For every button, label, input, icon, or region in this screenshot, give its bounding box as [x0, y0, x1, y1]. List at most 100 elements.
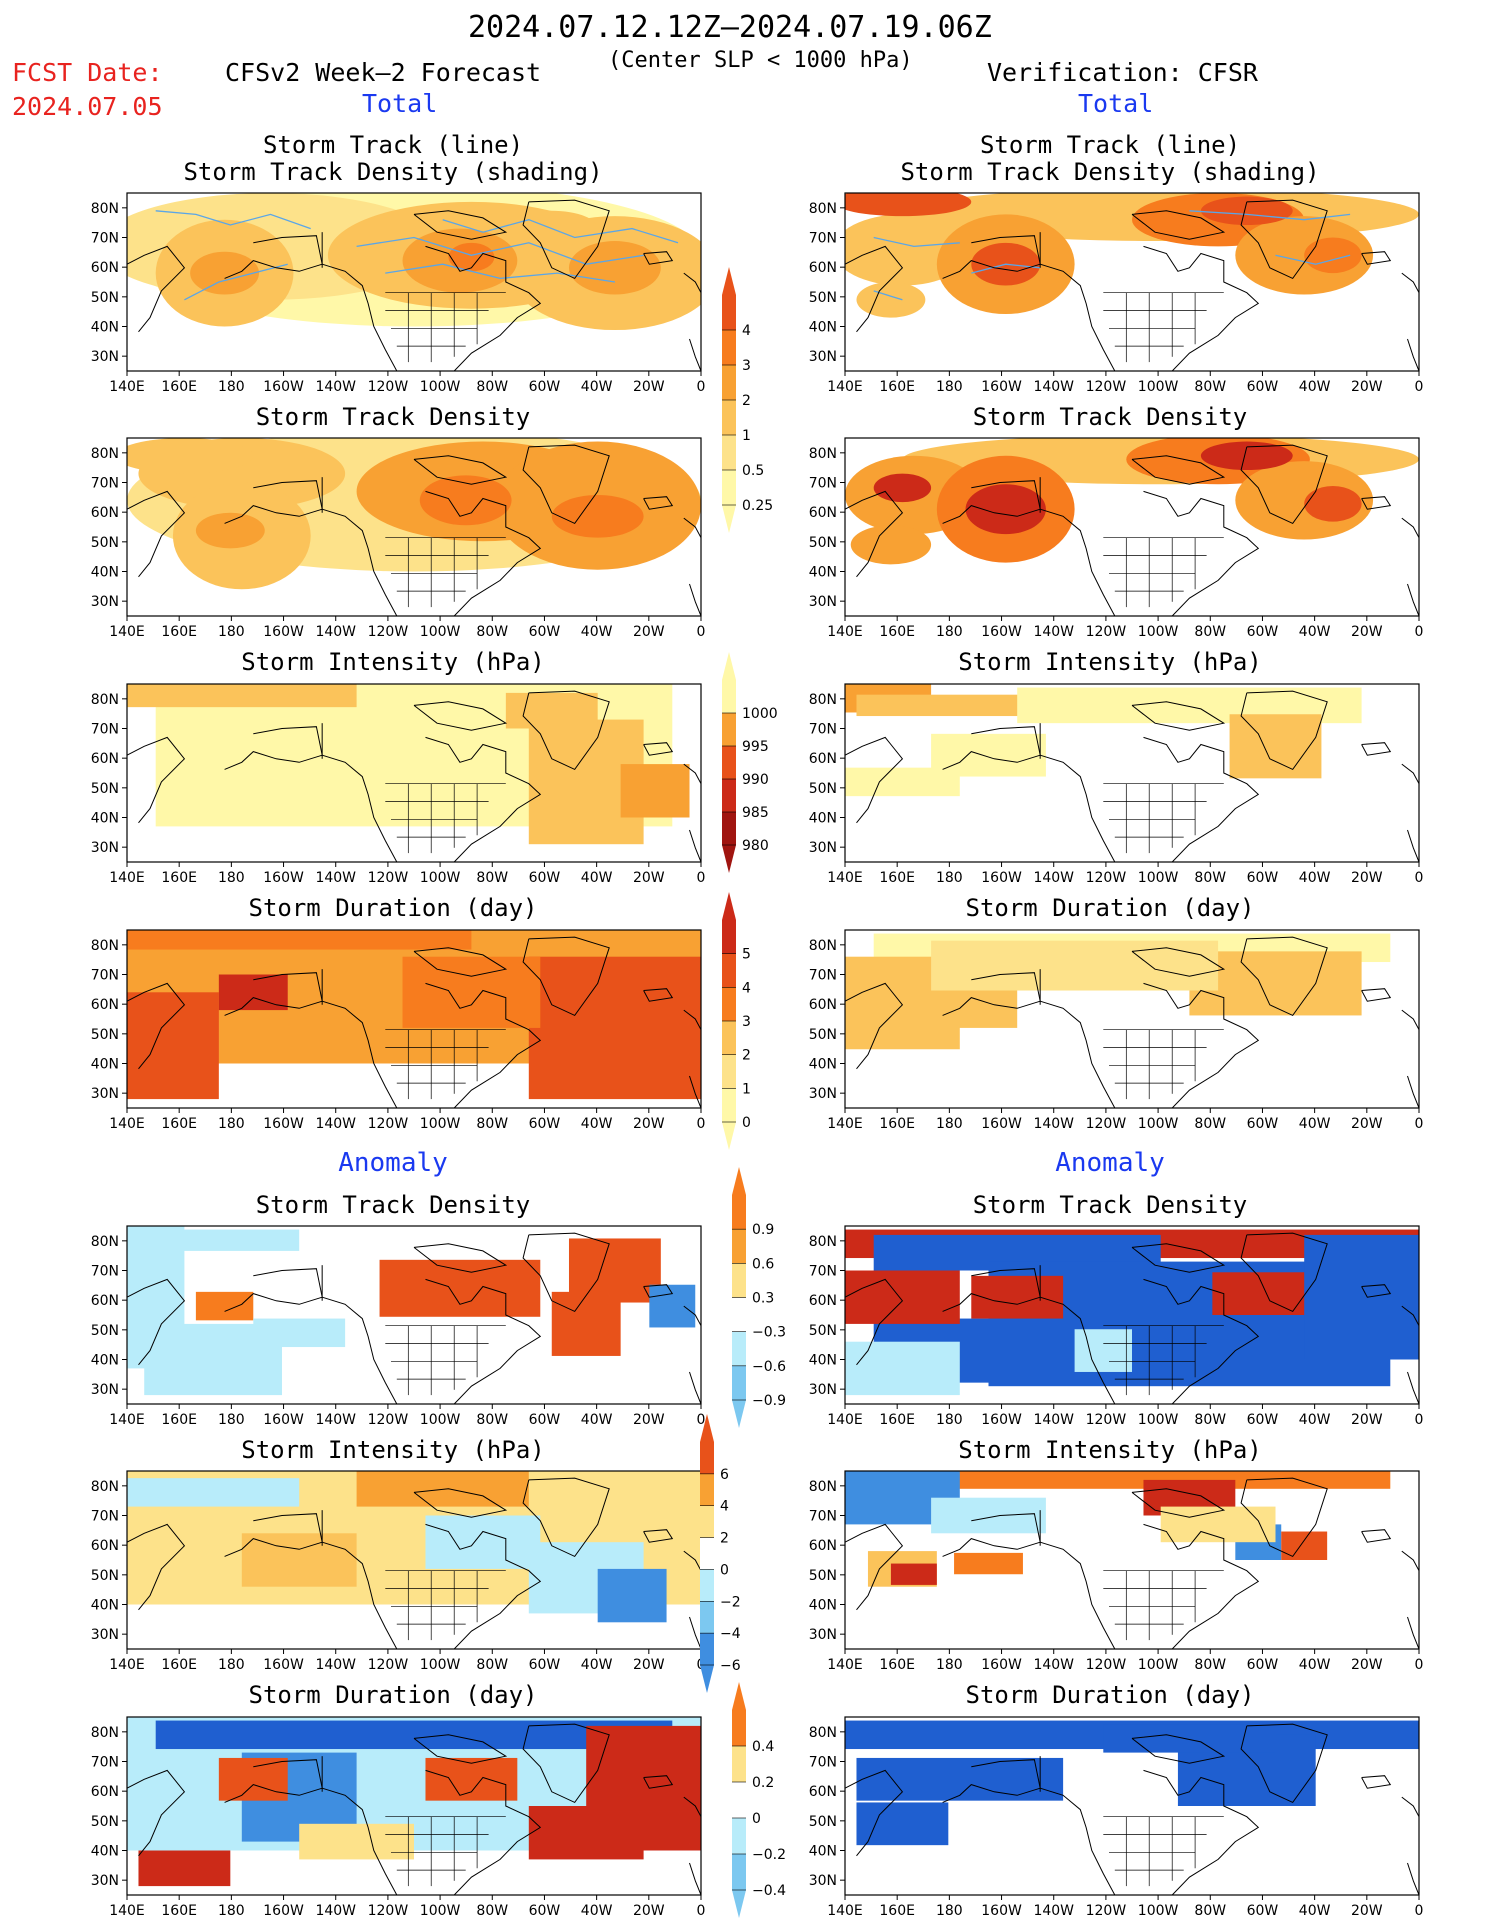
colorbar-segment — [722, 987, 736, 1021]
lat-label: 70N — [809, 231, 837, 247]
verification-total-label: Total — [1078, 89, 1154, 118]
coastline — [522, 444, 610, 525]
coastline — [1361, 742, 1392, 756]
lon-label: 20W — [1351, 870, 1383, 886]
coastline — [322, 508, 398, 616]
colorbar-label: 1 — [742, 1081, 751, 1097]
coastline — [1040, 263, 1116, 371]
lon-label: 140E — [109, 624, 145, 640]
coastline — [322, 754, 398, 862]
coastline — [1401, 272, 1419, 293]
colorbar-cap — [732, 1890, 746, 1918]
coastline — [1143, 736, 1260, 862]
map-frame — [126, 192, 702, 372]
colorbar-label: 2 — [742, 1048, 751, 1064]
colorbar-cap — [722, 845, 736, 873]
lon-label: 60W — [1247, 1657, 1279, 1673]
coastline — [322, 1787, 398, 1895]
lat-label: 80N — [809, 1234, 837, 1250]
coastline — [689, 338, 701, 371]
coastline — [1407, 829, 1419, 862]
lat-label: 70N — [91, 231, 119, 247]
forecast-title: CFSv2 Week–2 Forecast — [225, 58, 542, 87]
lat-label: 60N — [91, 997, 119, 1013]
lon-label: 180 — [218, 1657, 245, 1673]
coastline — [689, 1075, 701, 1108]
colorbar-label: 1000 — [742, 706, 778, 722]
colorbar-segment — [732, 1818, 746, 1854]
lat-label: 60N — [809, 751, 837, 767]
lon-label: 0 — [1415, 1657, 1424, 1673]
lon-label: 160W — [263, 1412, 304, 1428]
lon-label: 80W — [1194, 624, 1226, 640]
lon-label: 140E — [827, 1412, 863, 1428]
lon-label: 160E — [161, 870, 197, 886]
storm-track-line — [1275, 254, 1351, 265]
lon-label: 0 — [697, 1903, 706, 1919]
lat-label: 60N — [809, 505, 837, 521]
lat-label: 70N — [91, 722, 119, 738]
coastline — [224, 726, 323, 770]
coastline — [413, 455, 508, 485]
panel-title-density-right: Storm Track Density — [972, 403, 1248, 431]
lat-label: 60N — [809, 260, 837, 276]
colorbar-label: −0.9 — [752, 1393, 786, 1409]
shading-cell — [856, 282, 926, 318]
lat-label: 60N — [91, 751, 119, 767]
shading-cell — [1229, 714, 1322, 779]
shading-cell — [425, 1515, 541, 1569]
colorbar-label: 995 — [742, 739, 769, 755]
coastline — [683, 272, 701, 293]
lon-label: 80W — [476, 1412, 508, 1428]
shading-cell — [253, 1318, 346, 1348]
panel-title-anom-density-left: Storm Track Density — [255, 1191, 531, 1219]
lon-label: 180 — [936, 1412, 963, 1428]
shading-cell — [845, 193, 972, 217]
forecast-anomaly-duration-map: 80N 70N 60N 50N 40N 30N 140E 160E 180 160W 140W 120… — [91, 1716, 706, 1919]
colorbar-label: 0.5 — [742, 463, 764, 479]
coastline — [1143, 1523, 1260, 1649]
coastline — [127, 1523, 186, 1611]
colorbar-segment — [722, 746, 736, 779]
lon-label: 160W — [263, 870, 304, 886]
panel-title-intensity-right: Storm Intensity (hPa) — [958, 648, 1262, 676]
coastline — [224, 480, 323, 524]
lat-label: 70N — [809, 722, 837, 738]
lat-label: 30N — [91, 1086, 119, 1102]
map-frame — [126, 929, 702, 1109]
lon-label: 20W — [1351, 1903, 1383, 1919]
lon-label: 180 — [218, 624, 245, 640]
coastline — [127, 490, 186, 578]
coastline — [845, 245, 904, 333]
lon-label: 160E — [879, 870, 915, 886]
lat-label: 50N — [809, 781, 837, 797]
coastline — [425, 1769, 542, 1895]
colorbar-segment — [732, 1331, 746, 1366]
lon-label: 180 — [936, 379, 963, 395]
colorbar-segment — [722, 920, 736, 954]
shading-cell — [873, 473, 932, 503]
coastline — [643, 251, 674, 265]
lon-label: 60W — [1247, 379, 1279, 395]
colorbar-label: 6 — [720, 1467, 729, 1483]
lon-label: 40W — [581, 1412, 613, 1428]
coastline — [942, 1268, 1041, 1312]
colorbar-segment — [722, 365, 736, 400]
lat-label: 80N — [91, 201, 119, 217]
lon-label: 180 — [218, 1903, 245, 1919]
lat-label: 40N — [809, 1353, 837, 1369]
panel-title-track-line-right: Storm Track (line) — [979, 131, 1241, 159]
shading-cell — [856, 694, 1064, 717]
storm-track-line — [971, 263, 1041, 274]
coastline — [643, 1284, 674, 1298]
lat-label: 50N — [91, 290, 119, 306]
verification-total-intensity-map: 80N 70N 60N 50N 40N 30N 140E 160E 180 160W 140W 120… — [809, 683, 1423, 886]
lon-label: 80W — [476, 624, 508, 640]
lon-label: 160E — [161, 1116, 197, 1132]
colorbar-segment — [722, 812, 736, 845]
lon-label: 100W — [1138, 624, 1179, 640]
lon-label: 20W — [633, 624, 665, 640]
panel-title-track-density-right: Storm Track Density (shading) — [900, 158, 1320, 186]
lon-label: 160W — [981, 1412, 1022, 1428]
coastline — [224, 1513, 323, 1557]
